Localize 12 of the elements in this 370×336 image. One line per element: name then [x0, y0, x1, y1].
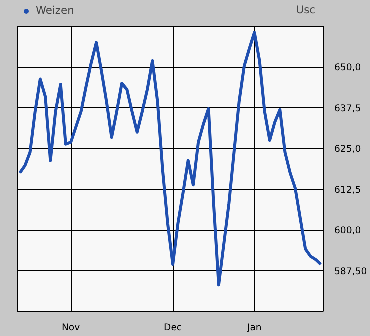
y-tick-label: 625,0: [334, 144, 362, 156]
y-tick-label: 600,0: [334, 226, 362, 237]
y-axis-title: Usc: [296, 4, 316, 16]
y-tick-label: 612,5: [334, 184, 362, 196]
legend-label: Weizen: [36, 4, 74, 17]
x-tick-label: Nov: [62, 322, 81, 334]
y-tick-label: 637,5: [334, 103, 362, 114]
y-tick-label: 650,0: [334, 62, 362, 74]
y-tick-label: 587,50: [334, 266, 368, 278]
x-tick-label: Dec: [164, 322, 182, 334]
line-series: [18, 31, 322, 287]
x-tick-label: Jan: [246, 322, 262, 334]
